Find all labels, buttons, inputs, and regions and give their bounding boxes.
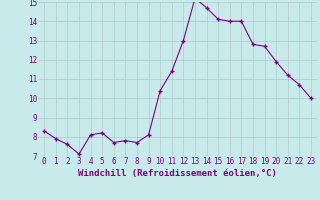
X-axis label: Windchill (Refroidissement éolien,°C): Windchill (Refroidissement éolien,°C) bbox=[78, 169, 277, 178]
